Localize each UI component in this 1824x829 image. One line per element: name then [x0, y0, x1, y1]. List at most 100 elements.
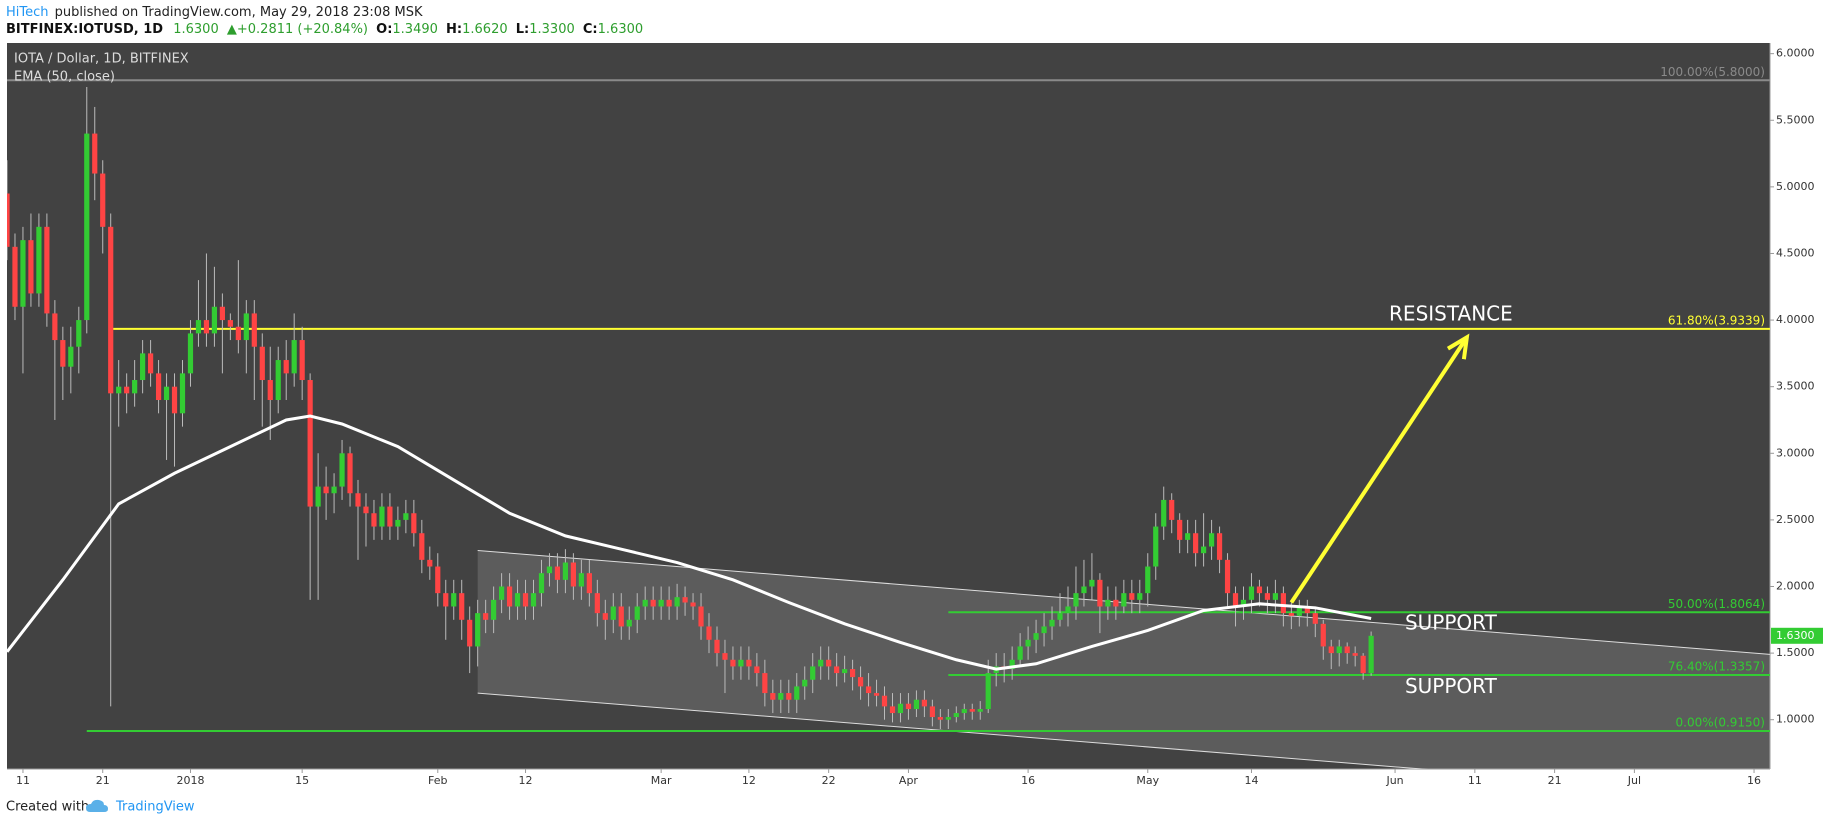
candle-body: [1097, 579, 1103, 607]
candle-body: [1201, 546, 1207, 554]
annotation: SUPPORT: [1405, 610, 1498, 634]
candle-body: [259, 346, 265, 381]
candle-body: [1153, 526, 1159, 567]
candle-body: [961, 709, 967, 714]
candle-body: [475, 613, 481, 647]
candle-body: [339, 453, 345, 487]
candle-body: [1344, 646, 1350, 654]
candle-body: [610, 606, 616, 620]
candle-body: [1073, 593, 1079, 607]
candle-body: [195, 320, 202, 334]
candle-body: [1057, 613, 1063, 620]
candle-body: [546, 566, 553, 574]
author[interactable]: HiTech: [6, 5, 49, 20]
candle-body: [1161, 499, 1167, 527]
y-tick-label: 3.0000: [1776, 446, 1815, 459]
axes: 1.0000 1.5000 2.0000 2.5000 3.0000 3.5000 4.00…: [16, 47, 1823, 787]
candle-body: [937, 717, 943, 720]
candle-body: [363, 506, 369, 514]
candle-body: [52, 313, 58, 341]
candle-body: [44, 226, 50, 314]
candle-body: [283, 360, 289, 374]
candle-body: [682, 597, 688, 603]
candle-body: [20, 240, 26, 307]
change: ▲+0.2811 (+20.84%): [227, 22, 368, 37]
candle-body: [467, 619, 473, 647]
candle-body: [323, 486, 329, 494]
candle-body: [28, 240, 34, 294]
candle-body: [594, 593, 600, 614]
candle-body: [1041, 626, 1047, 634]
candle-body: [1145, 566, 1151, 594]
candle-body: [1169, 499, 1175, 520]
candle-body: [945, 717, 951, 720]
candle-body: [1248, 586, 1255, 600]
y-tick-label: 2.0000: [1776, 580, 1815, 593]
candle-body: [315, 486, 321, 507]
y-tick-label: 5.5000: [1776, 113, 1815, 126]
candle-body: [243, 313, 249, 341]
candle-body: [140, 353, 146, 381]
candle-body: [84, 133, 90, 321]
candle-body: [100, 173, 106, 227]
candle-body: [586, 573, 592, 594]
arrow-head: [1446, 333, 1470, 360]
candle-body: [443, 593, 449, 607]
candle-body: [570, 562, 576, 587]
candle-body: [155, 373, 162, 401]
candle-body: [905, 703, 912, 710]
brand-logo: [86, 799, 108, 812]
symbol: BITFINEX:IOTUSD, 1D: [6, 22, 163, 37]
candle-body: [602, 613, 608, 620]
candle-body: [921, 699, 927, 707]
y-tick-label: 1.0000: [1776, 713, 1815, 726]
candle-body: [1304, 606, 1310, 614]
candle-body: [371, 513, 377, 527]
candle-body: [834, 666, 840, 674]
candle-body: [1264, 593, 1271, 600]
candle-body: [291, 340, 297, 374]
candle-body: [36, 226, 42, 294]
candle-body: [1312, 613, 1318, 624]
candle-body: [267, 380, 273, 401]
candle-body: [203, 320, 210, 334]
x-tick-label: 16: [1021, 774, 1035, 787]
candle-body: [826, 659, 832, 667]
candle-body: [714, 639, 720, 654]
x-tick-label: 16: [1747, 774, 1761, 787]
x-tick-label: 15: [295, 774, 309, 787]
candle-body: [538, 573, 545, 594]
x-tick-label: Feb: [428, 774, 447, 787]
candle-body: [1137, 593, 1143, 600]
candle-body: [307, 380, 313, 507]
candle-body: [1017, 646, 1023, 660]
candle-body: [124, 386, 130, 394]
candle-body: [1033, 633, 1039, 640]
candle-body: [1105, 599, 1111, 607]
y-tick-label: 4.0000: [1776, 313, 1815, 326]
candle-body: [650, 599, 656, 607]
candle-body: [1121, 593, 1127, 607]
candle-body: [12, 246, 18, 307]
arrow: [1289, 336, 1469, 604]
ohlc-value: 1.3490: [392, 22, 438, 37]
channel-line: [477, 692, 1429, 769]
candle-body: [730, 659, 736, 667]
x-tick-label: 2018: [176, 774, 204, 787]
candle-body: [953, 713, 959, 718]
candle-body: [674, 597, 680, 607]
candle-body: [770, 693, 776, 700]
y-tick-label: 3.5000: [1776, 380, 1815, 393]
candle-body: [530, 593, 537, 607]
candle-body: [251, 313, 257, 347]
y-tick-label: 6.0000: [1776, 47, 1815, 60]
candle-body: [275, 360, 281, 401]
brand[interactable]: TradingView: [115, 800, 195, 815]
candle-body: [985, 673, 991, 710]
candle-body: [7, 193, 10, 247]
candle-body: [881, 695, 888, 707]
legend-entry: EMA (50, close): [14, 70, 115, 85]
candle-body: [379, 506, 385, 527]
candle-body: [786, 693, 792, 700]
x-tick-label: 11: [1468, 774, 1482, 787]
